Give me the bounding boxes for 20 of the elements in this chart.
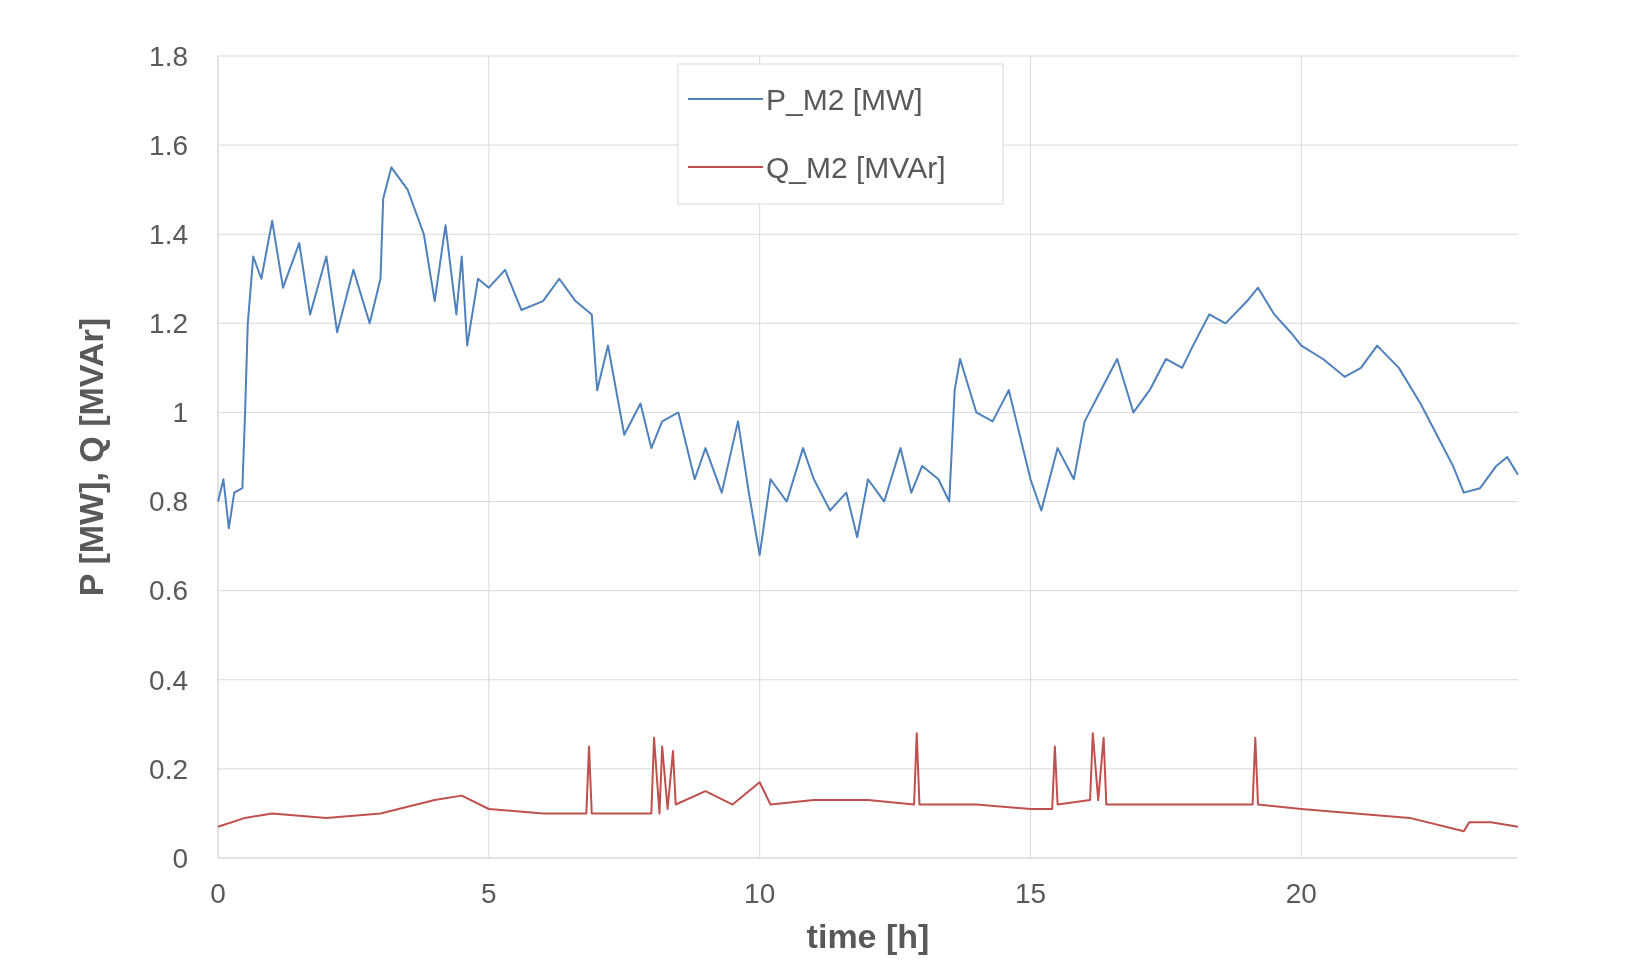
x-tick-label: 5	[481, 878, 497, 909]
y-tick-label: 1	[172, 397, 188, 429]
x-tick-label: 15	[1014, 878, 1047, 909]
y-tick-label: 0.4	[149, 664, 188, 696]
y-tick-label: 0	[172, 842, 188, 874]
x-axis-title: time [h]	[806, 917, 930, 955]
y-axis-title: P [MW], Q [MVAr]	[72, 317, 110, 597]
x-tick-label: 20	[1285, 878, 1317, 909]
y-tick-label: 1.2	[149, 308, 188, 340]
y-tick-label: 0.6	[149, 575, 188, 607]
x-tick-label: 0	[210, 878, 226, 909]
y-tick-label: 1.4	[149, 219, 188, 251]
y-tick-label: 1.8	[149, 40, 188, 72]
y-tick-label: 0.2	[149, 753, 188, 785]
x-tick-label: 10	[744, 878, 776, 909]
legend-label: P_M2 [MW]	[766, 82, 923, 116]
legend-label: Q_M2 [MVAr]	[766, 150, 946, 184]
line-series	[217, 732, 1519, 833]
y-tick-label: 1.6	[149, 129, 188, 161]
y-tick-label: 0.8	[149, 486, 188, 518]
